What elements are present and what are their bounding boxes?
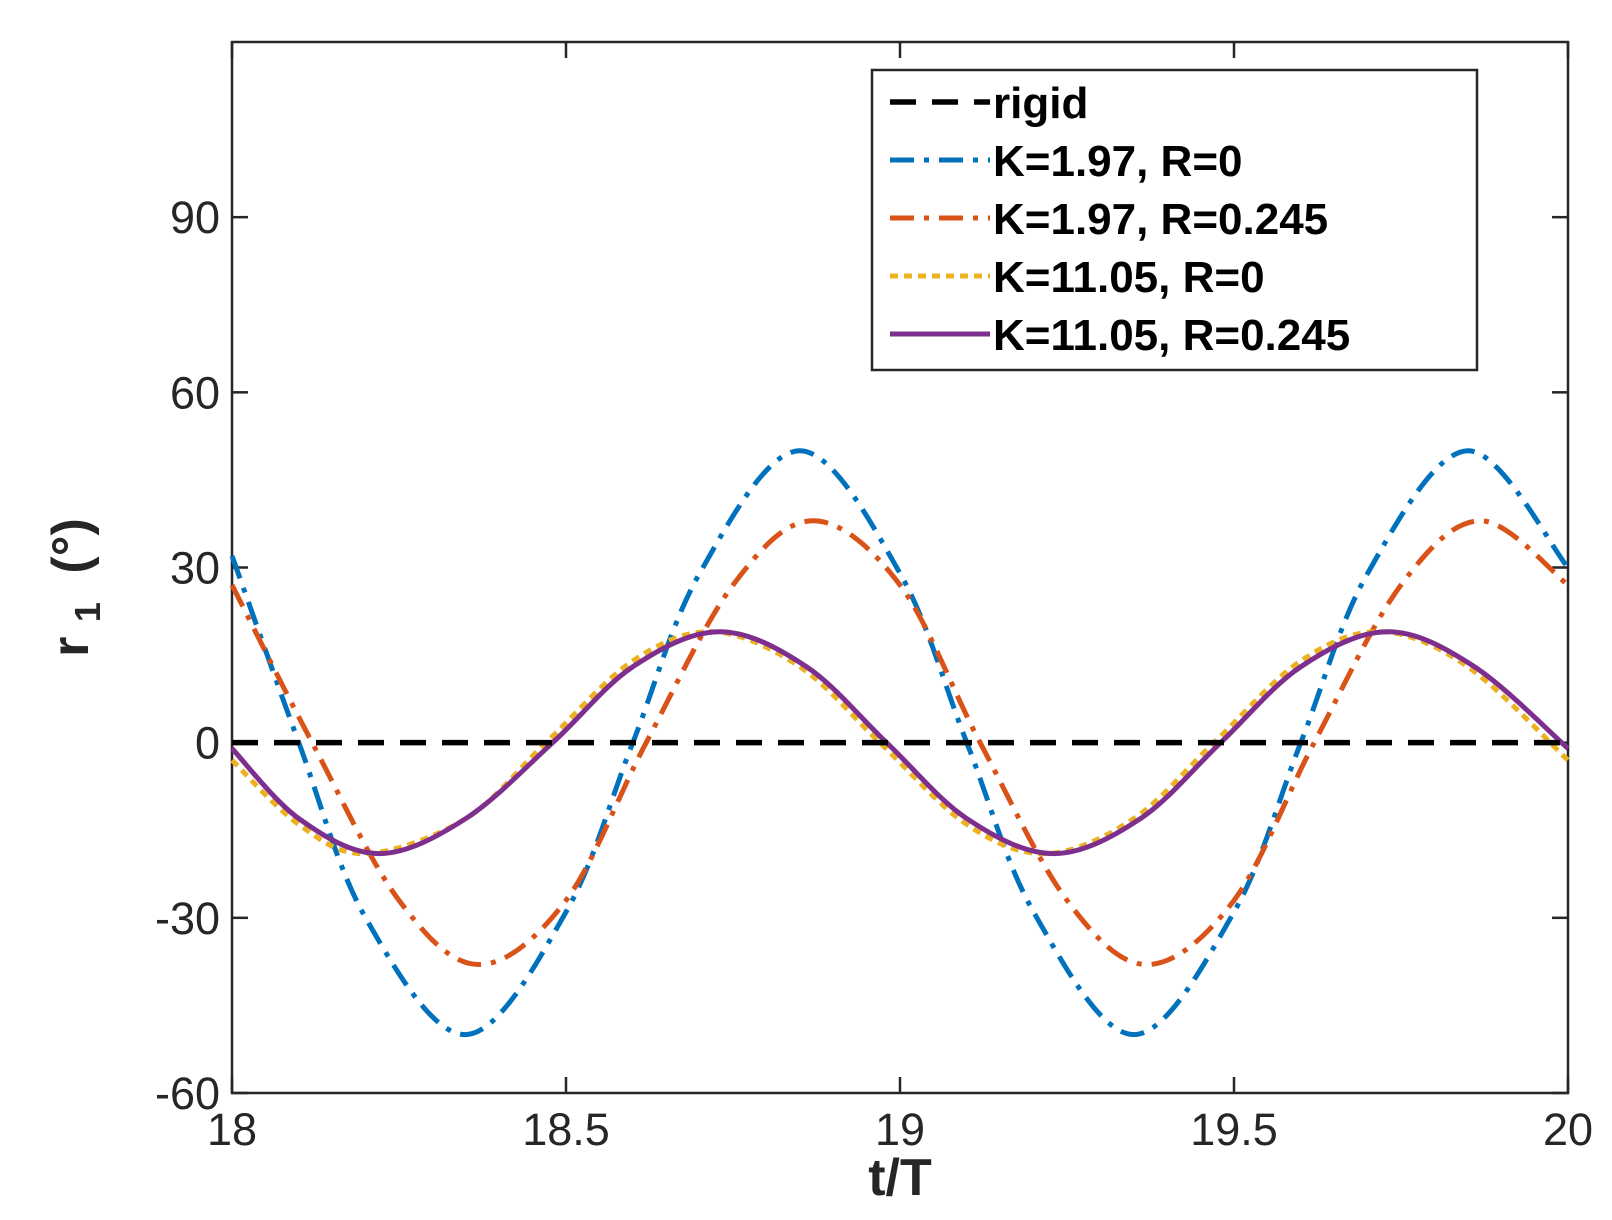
x-tick-label: 18 [207,1104,257,1155]
y-tick-label: -60 [155,1068,220,1119]
legend: rigid K=1.97, R=0 K=1.97, R=0.245 K=11.05, … [870,68,1479,372]
x-tick-label: 20 [1543,1104,1593,1155]
series-lines [229,448,1570,1038]
legend-label-1: K=1.97, R=0 [993,137,1243,186]
y-tick-label: 60 [170,367,220,418]
y-axis-title-main: r [42,637,100,657]
legend-label-3: K=11.05, R=0 [993,253,1265,302]
x-tick-label: 19 [875,1104,925,1155]
tick-marks [230,42,1570,1095]
y-tick-label: 30 [170,543,220,594]
y-tick-label: 90 [170,192,220,243]
y-axis-title-subscript: 1 [67,602,108,622]
y-tick-labels: -60 -30 0 30 60 90 [155,192,220,1119]
y-axis-title-unit: (°) [42,518,100,573]
legend-label-4: K=11.05, R=0.245 [993,311,1350,360]
y-tick-label: -30 [155,893,220,944]
x-tick-label: 19.5 [1190,1104,1278,1155]
legend-label-2: K=1.97, R=0.245 [993,195,1328,244]
x-tick-label: 18.5 [522,1104,610,1155]
x-tick-labels: 18 18.5 19 19.5 20 [207,1104,1593,1155]
y-axis-title: r 1 (°) [42,518,112,657]
y-tick-label: 0 [195,718,220,769]
series-line-2 [229,518,1570,968]
x-axis-title: t/T [868,1149,932,1207]
legend-label-0: rigid [993,79,1088,128]
legend-box [870,68,1479,372]
series-line-1 [229,448,1570,1038]
